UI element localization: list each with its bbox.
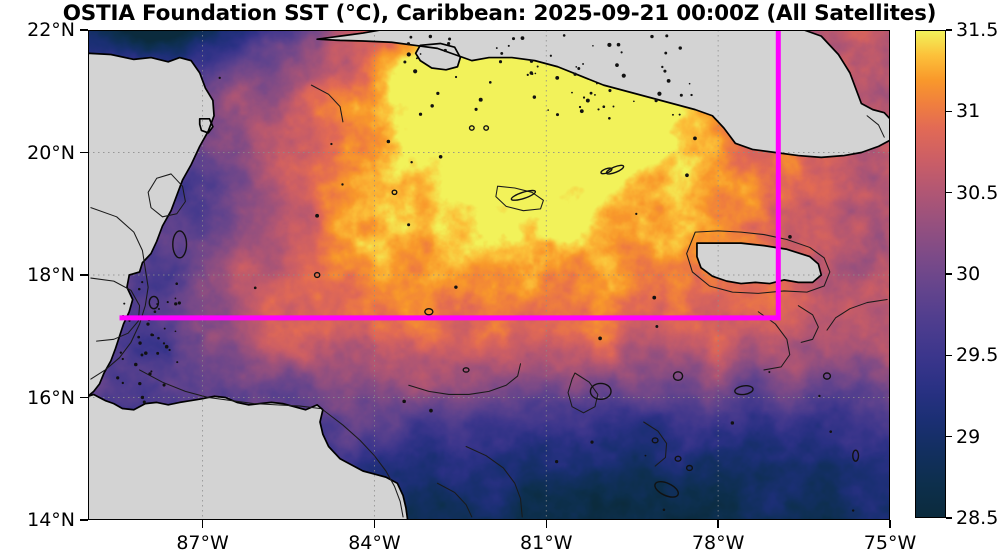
colorbar-tick-label-3: 30 [956, 263, 981, 285]
x-tick-label-2: 81°W [520, 532, 573, 554]
colorbar-tick-4 [946, 354, 952, 357]
map-canvas-clip [88, 30, 890, 520]
axes-frame-top [88, 30, 890, 32]
colorbar-tick-label-1: 31 [956, 100, 981, 123]
axes-frame-left [88, 30, 90, 520]
x-tick-label-1: 84°W [348, 532, 401, 554]
colorbar-tick-label-5: 29 [956, 425, 981, 448]
colorbar-tick-label-4: 29.5 [956, 344, 999, 367]
colorbar-tick-label-6: 28.5 [956, 507, 999, 529]
y-tick-2 [80, 274, 88, 276]
y-tick-label-0: 22°N [27, 19, 75, 41]
y-tick-1 [80, 151, 88, 154]
colorbar-tick-label-0: 31.5 [956, 19, 999, 41]
axes-frame-right [888, 30, 890, 520]
x-tick-label-4: 75°W [863, 532, 917, 554]
y-tick-4 [80, 519, 88, 521]
colorbar-gradient [915, 30, 946, 518]
y-tick-label-3: 16°N [27, 386, 75, 409]
x-tick-label-3: 78°W [691, 532, 745, 554]
x-tick-4 [889, 520, 891, 528]
colorbar-tick-5 [946, 435, 952, 438]
x-tick-label-0: 87°W [176, 532, 229, 554]
x-tick-2 [545, 520, 547, 528]
colorbar [915, 30, 946, 518]
x-tick-0 [201, 520, 204, 528]
colorbar-tick-6 [946, 517, 952, 519]
y-tick-label-1: 20°N [27, 141, 75, 164]
y-tick-3 [80, 396, 88, 399]
x-tick-1 [373, 520, 376, 528]
y-tick-label-2: 18°N [27, 264, 75, 286]
x-tick-3 [717, 520, 719, 528]
colorbar-tick-label-2: 30.5 [956, 181, 999, 204]
y-tick-0 [80, 29, 88, 31]
colorbar-tick-3 [946, 273, 952, 275]
axes-frame-bottom [88, 518, 890, 520]
figure-title: OSTIA Foundation SST (°C), Caribbean: 20… [62, 1, 937, 26]
y-tick-label-4: 14°N [27, 509, 75, 531]
colorbar-tick-0 [946, 29, 952, 31]
map-vector-overlay [88, 30, 890, 520]
colorbar-tick-2 [946, 191, 952, 194]
map-axes [88, 30, 890, 520]
colorbar-tick-1 [946, 110, 952, 113]
